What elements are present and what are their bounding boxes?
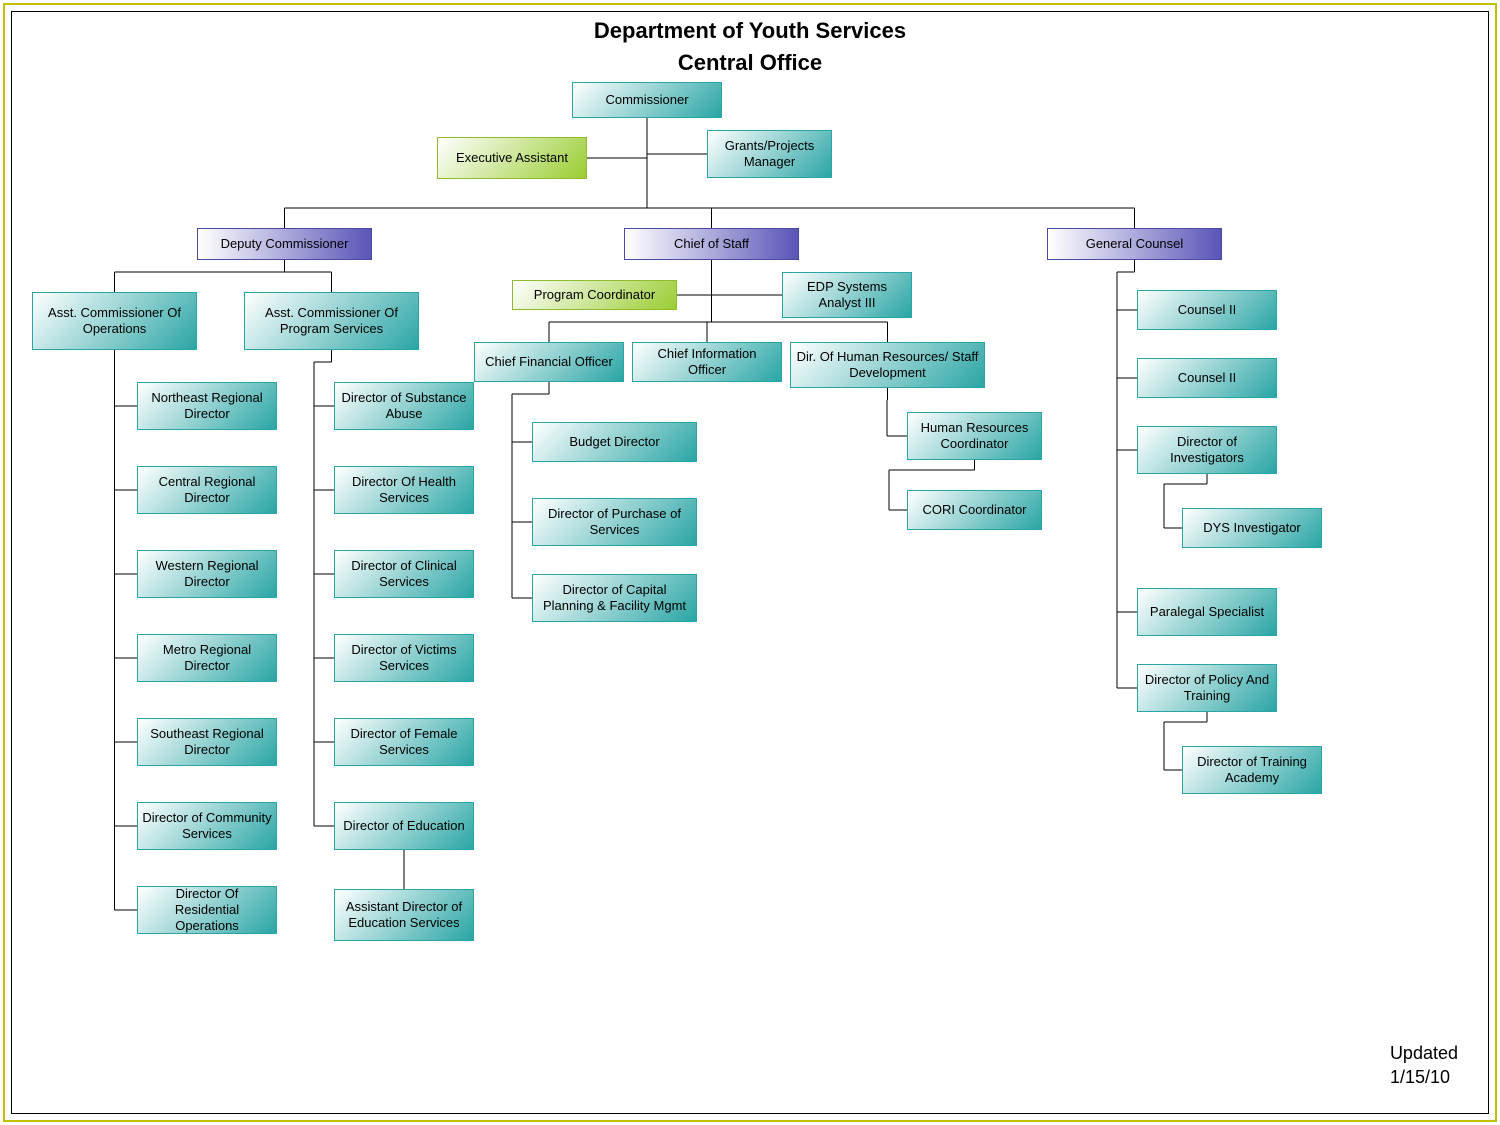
org-node-paralegal: Paralegal Specialist [1137,588,1277,636]
title-main: Department of Youth Services [12,18,1488,44]
org-node-dir-community: Director of Community Services [137,802,277,850]
org-node-metro-regional: Metro Regional Director [137,634,277,682]
org-node-asst-comm-ops: Asst. Commissioner Of Operations [32,292,197,350]
org-node-general-counsel: General Counsel [1047,228,1222,260]
org-node-budget-dir: Budget Director [532,422,697,462]
org-node-deputy-commissioner: Deputy Commissioner [197,228,372,260]
org-node-cfo: Chief Financial Officer [474,342,624,382]
org-node-ne-regional: Northeast Regional Director [137,382,277,430]
org-node-dir-residential: Director Of Residential Operations [137,886,277,934]
org-node-dir-hr: Dir. Of Human Resources/ Staff Developme… [790,342,985,388]
org-node-dir-substance: Director of Substance Abuse [334,382,474,430]
org-node-central-regional: Central Regional Director [137,466,277,514]
org-node-dir-victims: Director of Victims Services [334,634,474,682]
org-node-dir-capital: Director of Capital Planning & Facility … [532,574,697,622]
org-node-dys-investigator: DYS Investigator [1182,508,1322,548]
org-node-dir-clinical: Director of Clinical Services [334,550,474,598]
org-node-program-coord: Program Coordinator [512,280,677,310]
title-sub: Central Office [12,50,1488,76]
org-node-dir-female: Director of Female Services [334,718,474,766]
org-node-chief-of-staff: Chief of Staff [624,228,799,260]
org-node-grants-mgr: Grants/Projects Manager [707,130,832,178]
org-node-cio: Chief Information Officer [632,342,782,382]
inner-frame: Department of Youth Services Central Off… [11,11,1489,1114]
org-node-counsel-ii-2: Counsel II [1137,358,1277,398]
org-node-dir-health: Director Of Health Services [334,466,474,514]
footer-updated: Updated 1/15/10 [1390,1042,1458,1089]
org-node-dir-investigators: Director of Investigators [1137,426,1277,474]
org-node-se-regional: Southeast Regional Director [137,718,277,766]
footer-line2: 1/15/10 [1390,1066,1458,1089]
org-node-dir-education: Director of Education [334,802,474,850]
org-node-asst-dir-edu: Assistant Director of Education Services [334,889,474,941]
org-node-cori-coord: CORI Coordinator [907,490,1042,530]
org-node-counsel-ii-1: Counsel II [1137,290,1277,330]
org-node-dir-training: Director of Training Academy [1182,746,1322,794]
org-node-dir-policy: Director of Policy And Training [1137,664,1277,712]
org-node-exec-assistant: Executive Assistant [437,137,587,179]
org-node-hr-coord: Human Resources Coordinator [907,412,1042,460]
footer-line1: Updated [1390,1042,1458,1065]
org-node-commissioner: Commissioner [572,82,722,118]
org-node-western-regional: Western Regional Director [137,550,277,598]
outer-frame: Department of Youth Services Central Off… [3,3,1497,1122]
org-node-asst-comm-prog: Asst. Commissioner Of Program Services [244,292,419,350]
org-node-dir-purchase: Director of Purchase of Services [532,498,697,546]
org-node-edp-analyst: EDP Systems Analyst III [782,272,912,318]
